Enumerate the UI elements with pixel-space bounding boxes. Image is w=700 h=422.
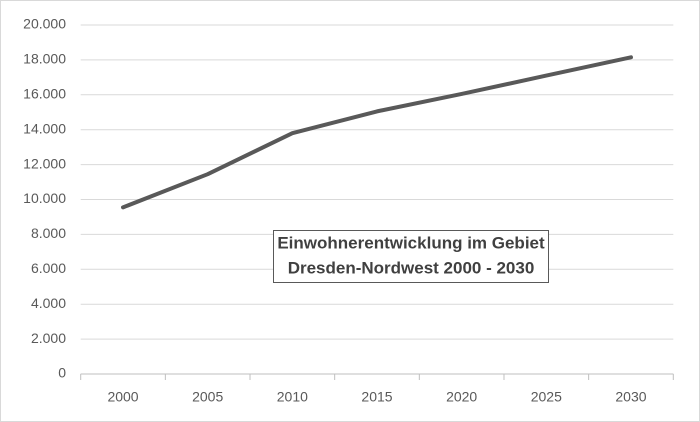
y-tick-label: 8.000 (31, 225, 66, 241)
x-tick-label: 2000 (107, 389, 138, 405)
y-tick-label: 0 (58, 365, 66, 381)
y-tick-label: 18.000 (23, 51, 66, 67)
y-tick-label: 10.000 (23, 190, 66, 206)
x-tick-label: 2010 (277, 389, 308, 405)
x-tick-label: 2030 (615, 389, 646, 405)
x-tick-label: 2005 (192, 389, 223, 405)
line (121, 55, 633, 210)
chart-title: Dresden-Nordwest 2000 - 2030 (288, 258, 535, 277)
y-tick-label: 20.000 (23, 16, 66, 32)
y-tick-label: 4.000 (31, 295, 66, 311)
x-tick-label: 2020 (446, 389, 477, 405)
y-tick-label: 6.000 (31, 260, 66, 276)
x-tick-label: 2025 (531, 389, 562, 405)
x-tick-label: 2015 (361, 389, 392, 405)
y-tick-label: 16.000 (23, 86, 66, 102)
title-box (273, 230, 549, 283)
chart-title: Einwohnerentwicklung im Gebiet (277, 233, 545, 252)
y-tick-label: 12.000 (23, 155, 66, 171)
y-tick-label: 2.000 (31, 330, 66, 346)
y-tick-label: 14.000 (23, 120, 66, 136)
